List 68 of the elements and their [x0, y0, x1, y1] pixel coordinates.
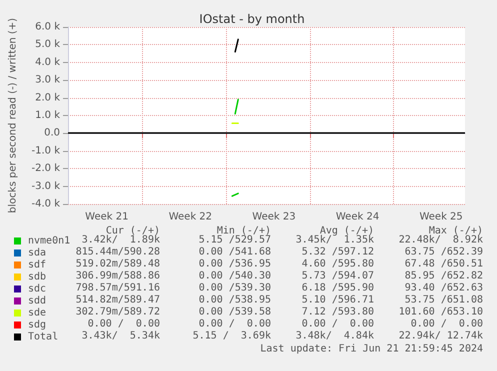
text: 101.60 /653.10	[398, 306, 483, 318]
y-tick-label: -2.0 k	[32, 163, 60, 174]
text: 6.18 /595.90	[302, 282, 374, 294]
text: 3.48k/ 4.84k	[296, 330, 374, 342]
legend-label: sda	[28, 248, 46, 258]
text: Max (-/+)	[428, 226, 483, 236]
legend-label: nvme0n1	[28, 236, 70, 246]
y-tick-label: 3.0 k	[35, 74, 60, 86]
text: 0.00 /538.95	[198, 294, 271, 306]
text: 0.00 / 0.00	[302, 318, 374, 330]
text: 67.48 /650.51	[404, 258, 483, 270]
text: 22.94k/ 12.74k	[398, 330, 483, 342]
text: 519.02m/589.48	[76, 258, 160, 270]
text: 0.00 / 0.00	[198, 318, 271, 330]
text: 5.15 / 3.69k	[192, 330, 271, 342]
text: 5.32 /597.12	[302, 246, 374, 258]
legend-label: sdb	[28, 272, 46, 282]
x-tick-label: Week 21	[85, 212, 128, 222]
y-tick-label: 5.0 k	[35, 39, 60, 50]
text: Min (-/+)	[216, 226, 271, 236]
text: Cur (-/+)	[106, 226, 160, 236]
text: Avg (-/+)	[320, 226, 374, 236]
y-tick-label: 0.0	[44, 128, 60, 139]
y-axis-title: blocks per second read (-) / written (+)	[8, 18, 18, 214]
x-tick-label: Week 25	[419, 212, 463, 222]
text: 0.00 /541.68	[198, 246, 271, 258]
text: 4.60 /595.80	[302, 258, 374, 270]
text: 514.82m/589.47	[76, 294, 160, 306]
y-tick-label: -4.0 k	[32, 198, 60, 210]
chart-title: IOstat - by month	[199, 12, 305, 26]
text: 306.99m/588.86	[76, 270, 160, 282]
text: 63.75 /652.39	[404, 246, 483, 258]
text: 85.95 /652.82	[404, 270, 483, 282]
y-tick-label: -3.0 k	[32, 180, 60, 192]
text: 93.40 /652.63	[404, 282, 483, 294]
text: 0.00 / 0.00	[88, 318, 160, 330]
text: 5.10 /596.71	[302, 294, 374, 306]
y-tick-label: 2.0 k	[35, 92, 60, 104]
y-tick-label: -1.0 k	[32, 145, 60, 156]
text: 53.75 /651.08	[404, 294, 483, 306]
legend-label: sdc	[28, 284, 46, 294]
text: 798.57m/591.16	[76, 282, 160, 294]
y-tick-label: 4.0 k	[35, 56, 60, 68]
text: 5.73 /594.07	[302, 270, 374, 282]
text: 815.44m/590.28	[76, 246, 160, 258]
text: 0.00 /536.95	[198, 258, 271, 270]
x-tick-label: Week 23	[252, 212, 296, 222]
y-tick-label: 6.0 k	[35, 22, 60, 32]
x-tick-label: Week 22	[168, 212, 212, 222]
text: 5.15 /529.57	[198, 234, 271, 246]
text: 0.00 / 0.00	[410, 318, 483, 330]
legend-label: sdf	[28, 260, 46, 270]
text: Last update: Fri Jun 21 21:59:45 2024	[260, 344, 484, 354]
y-tick-label: 1.0 k	[35, 110, 60, 121]
text: 0.00 /539.58	[198, 306, 271, 318]
legend-label: sdd	[28, 296, 46, 306]
x-tick-label: Week 24	[336, 212, 380, 222]
text: 22.48k/ 8.92k	[398, 234, 483, 246]
text: 3.42k/ 1.89k	[82, 234, 160, 246]
text: 3.45k/ 1.35k	[296, 234, 374, 246]
legend-label: sdg	[28, 320, 46, 330]
legend-label: sde	[28, 308, 46, 318]
text: 0.00 /539.30	[198, 282, 271, 294]
text: 7.12 /593.80	[302, 306, 374, 318]
text: 302.79m/589.72	[76, 306, 160, 318]
legend-label: Total	[28, 332, 58, 342]
text: 3.43k/ 5.34k	[82, 330, 160, 342]
text: 0.00 /540.30	[198, 270, 271, 282]
